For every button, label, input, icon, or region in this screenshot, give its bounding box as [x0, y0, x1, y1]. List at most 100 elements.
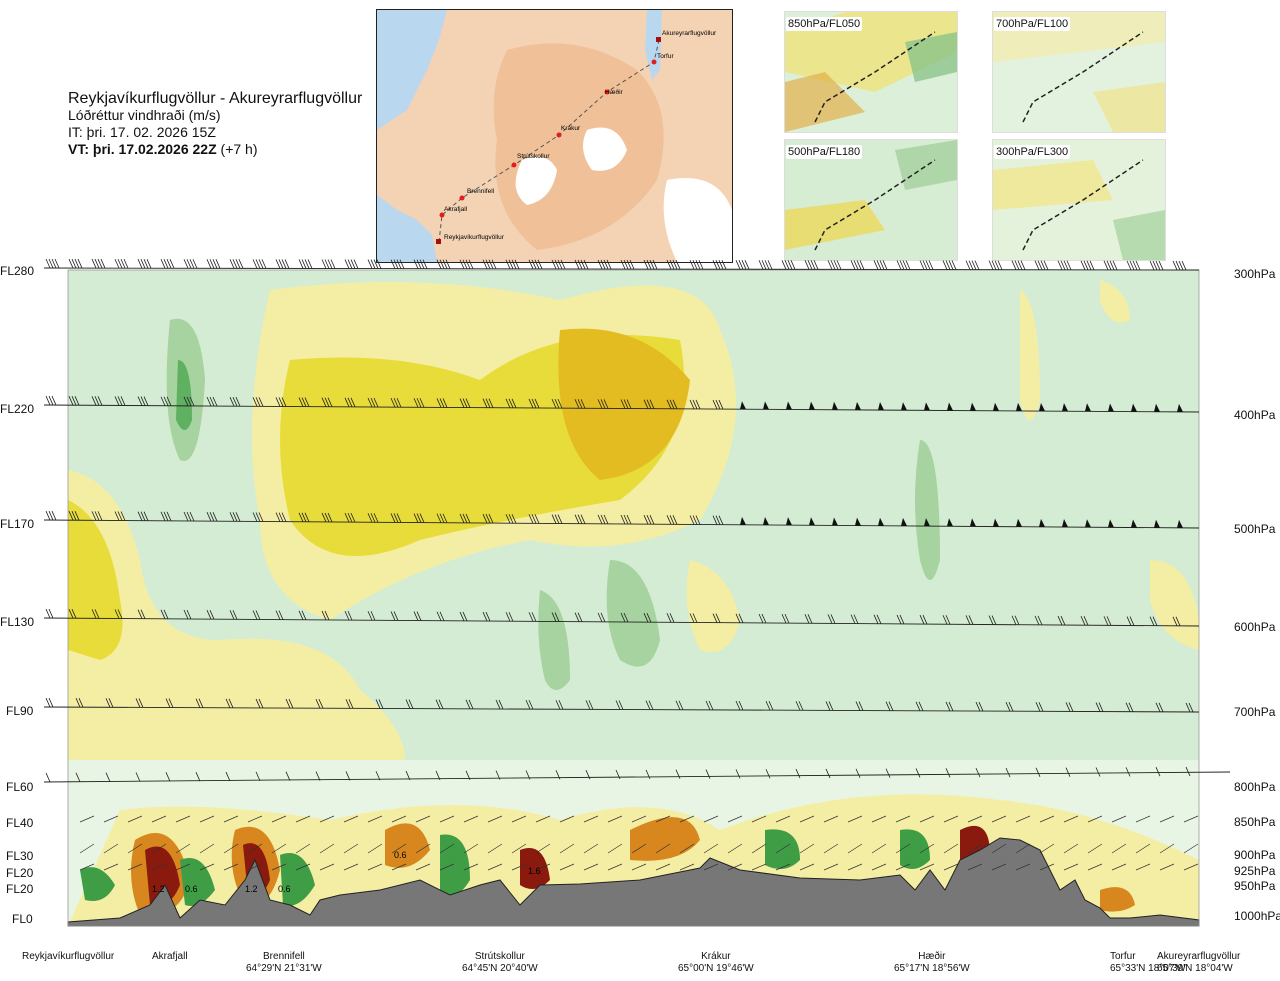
- wind-barb-feather: [324, 610, 330, 621]
- wind-barb-feather: [511, 514, 517, 524]
- wind-barb-shaft: [175, 863, 191, 871]
- wind-barb-feather: [765, 700, 771, 711]
- wind-barb-feather: [206, 511, 212, 522]
- wind-barb-feather: [554, 398, 560, 409]
- wind-barb-feather: [928, 260, 934, 270]
- wind-barb-pennant: [901, 402, 907, 411]
- wind-barb-feather: [255, 259, 261, 269]
- wind-barb-feather: [1106, 616, 1112, 626]
- wind-barb-feather: [945, 615, 951, 625]
- wind-barb-feather: [413, 611, 419, 621]
- map-label-akrafjall: Akrafjall: [444, 206, 468, 213]
- wind-barb-shaft: [799, 815, 815, 823]
- wind-barb-feather: [1005, 702, 1011, 712]
- wind-barb-feather: [275, 512, 281, 522]
- wind-barb-feather: [1126, 260, 1132, 271]
- wind-barb-shaft: [943, 815, 959, 823]
- thumbnail-300hpa[interactable]: 300hPa/FL300: [992, 139, 1166, 261]
- wind-barb-feather: [738, 700, 744, 711]
- wind-barb-feather: [689, 613, 695, 623]
- vertical-velocity-field: [68, 270, 1199, 926]
- wind-barb-feather: [301, 610, 307, 620]
- wind-barb-feather: [744, 260, 750, 270]
- wind-barb-feather: [304, 512, 310, 522]
- wind-barb-feather: [416, 611, 422, 621]
- wind-barb-feather: [419, 513, 425, 523]
- wind-barb-feather: [330, 259, 336, 269]
- wind-barb-feather: [795, 701, 801, 711]
- wind-barb-feather: [712, 515, 718, 525]
- thumbnail-850hpa[interactable]: 850hPa/FL050: [784, 11, 958, 133]
- wind-barb-feather: [896, 260, 902, 270]
- wind-barb-feather: [304, 259, 310, 269]
- wind-barb-shaft: [463, 815, 479, 823]
- wind-barb-feather: [1057, 615, 1063, 626]
- wind-barb-feather: [436, 398, 442, 408]
- wind-barb-pennant: [786, 401, 792, 410]
- wind-barb-feather: [1063, 260, 1069, 270]
- wind-barb-shaft: [1087, 815, 1103, 823]
- wind-barb-feather: [692, 399, 698, 410]
- wind-barb-feather: [606, 259, 612, 270]
- hpa-label: 500hPa: [1234, 522, 1276, 536]
- wind-barb-pennant: [993, 518, 999, 527]
- map-label-strutskollur: Strútskollur: [517, 153, 550, 160]
- wind-barb-shaft: [1111, 843, 1127, 854]
- wind-barb-feather: [991, 615, 997, 625]
- wind-barb-feather: [643, 399, 649, 409]
- thumbnail-500hpa[interactable]: 500hPa/FL180: [784, 139, 958, 261]
- wind-barb-feather: [508, 398, 514, 408]
- wind-barb-feather: [830, 614, 836, 624]
- wind-barb-feather: [143, 511, 149, 521]
- wind-barb-feather: [597, 399, 603, 409]
- wind-barb-feather: [948, 701, 954, 712]
- wind-barb-feather: [1095, 767, 1101, 777]
- wind-barb-feather: [1037, 260, 1043, 270]
- wind-barb-pennant: [878, 517, 884, 526]
- wind-barb-feather: [255, 512, 261, 522]
- station-akrafjall: Akrafjall: [152, 951, 188, 963]
- wind-barb-feather: [735, 769, 741, 779]
- wind-barb-shaft: [319, 815, 335, 823]
- thumbnail-700hpa-label: 700hPa/FL100: [994, 17, 1071, 31]
- wind-barb-feather: [74, 511, 80, 521]
- wind-barb-feather: [232, 396, 238, 407]
- wind-barb-feather: [623, 612, 629, 623]
- wind-barb-feather: [853, 614, 859, 624]
- wind-barb-feather: [459, 259, 465, 269]
- wind-barb-feather: [557, 259, 563, 270]
- wind-barb-feather: [165, 772, 171, 782]
- route-map: Akureyrarflugvöllur Torfur Hæðir Krákur …: [376, 9, 733, 263]
- wind-barb-shaft: [295, 815, 311, 823]
- wind-barb-shaft: [391, 815, 407, 823]
- wind-barb-feather: [1065, 767, 1071, 777]
- wind-barb-feather: [1152, 616, 1158, 626]
- wind-barb-shaft: [943, 863, 959, 871]
- wind-barb-feather: [1106, 260, 1112, 271]
- wind-barb-feather: [1172, 616, 1178, 627]
- wind-barb-feather: [1158, 702, 1164, 712]
- terrain-profile: [67, 837, 1200, 927]
- wind-barb-feather: [140, 609, 146, 619]
- wind-barb-pennant: [740, 516, 746, 525]
- hpa-label: 700hPa: [1234, 705, 1276, 719]
- wind-barb-pennant: [832, 401, 838, 410]
- wind-barb-feather: [718, 399, 724, 410]
- wind-barb-shaft: [703, 863, 719, 871]
- wind-barb-feather: [666, 515, 672, 525]
- wind-barb-feather: [114, 511, 120, 521]
- wind-barb-feather: [120, 258, 126, 269]
- wind-barb-pennant: [1016, 402, 1022, 411]
- wind-barb-shaft: [271, 815, 287, 823]
- wind-barb-feather: [790, 260, 796, 270]
- wind-barb-feather: [439, 513, 445, 523]
- wind-barb-feather: [120, 396, 126, 406]
- thumbnail-700hpa[interactable]: 700hPa/FL100: [992, 11, 1166, 133]
- wind-barb-shaft: [1015, 815, 1031, 823]
- wind-barb-feather: [1129, 616, 1135, 626]
- wind-barb-shaft: [103, 843, 119, 854]
- wind-barb-feather: [948, 260, 954, 270]
- wind-barb-feather: [367, 259, 373, 269]
- wind-barb-feather: [485, 611, 491, 622]
- wind-barb-feather: [209, 396, 215, 407]
